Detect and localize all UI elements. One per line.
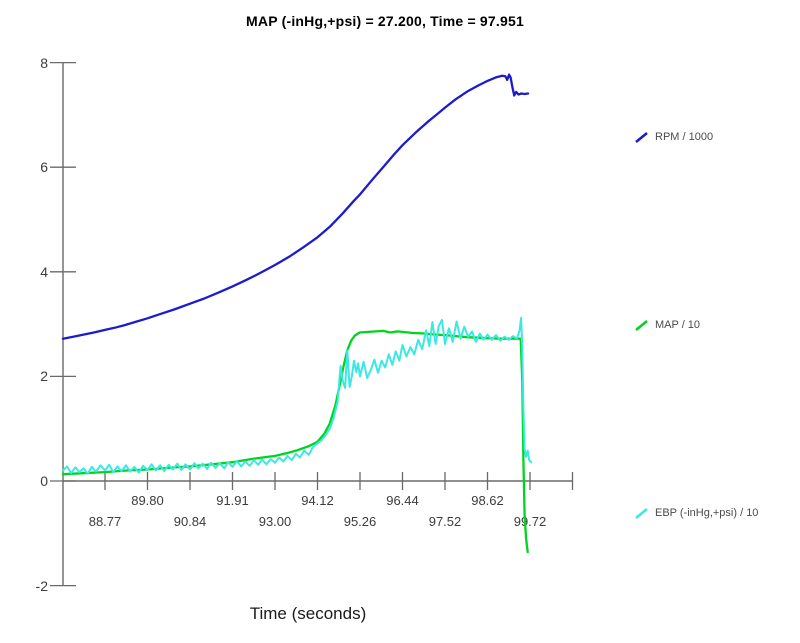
x-tick-label: 90.84: [173, 514, 207, 529]
x-tick-label: 97.52: [428, 514, 462, 529]
x-tick-label: 98.62: [471, 493, 504, 508]
x-axis-title: Time (seconds): [249, 604, 367, 623]
legend-label: MAP / 10: [655, 319, 701, 331]
x-tick-label: 99.72: [513, 514, 547, 529]
x-tick-label: 91.91: [216, 493, 249, 508]
y-tick-label: 4: [40, 263, 48, 280]
y-tick-label: -2: [35, 577, 48, 594]
legend-item: RPM / 1000: [634, 128, 713, 146]
legend-item: MAP / 10: [634, 316, 700, 334]
legend-label: EBP (-inHg,+psi) / 10: [655, 507, 759, 519]
x-tick-label: 95.26: [343, 514, 377, 529]
legend-label: RPM / 1000: [655, 131, 714, 143]
x-tick-label: 94.12: [301, 493, 334, 508]
legend-line-icon: [635, 507, 648, 519]
legend: RPM / 1000 MAP / 10 EBP (-inHg,+psi) / 10: [634, 0, 794, 643]
x-tick-label: 89.80: [131, 493, 164, 508]
x-tick-label: 96.44: [386, 493, 419, 508]
y-tick-label: 6: [40, 159, 48, 176]
series-line-0: [61, 73, 530, 340]
y-tick-label: 2: [40, 368, 48, 385]
x-tick-label: 88.77: [88, 514, 122, 529]
series-line-1: [61, 329, 529, 554]
chart-title: MAP (-inHg,+psi) = 27.200, Time = 97.951: [246, 13, 524, 29]
y-tick-label: 8: [40, 54, 48, 71]
y-tick-label: 0: [40, 473, 48, 489]
legend-item: EBP (-inHg,+psi) / 10: [634, 504, 758, 522]
series-line-2: [61, 316, 533, 475]
legend-line-icon: [635, 131, 648, 143]
legend-line-icon: [635, 319, 648, 331]
x-tick-label: 93.00: [258, 514, 292, 529]
